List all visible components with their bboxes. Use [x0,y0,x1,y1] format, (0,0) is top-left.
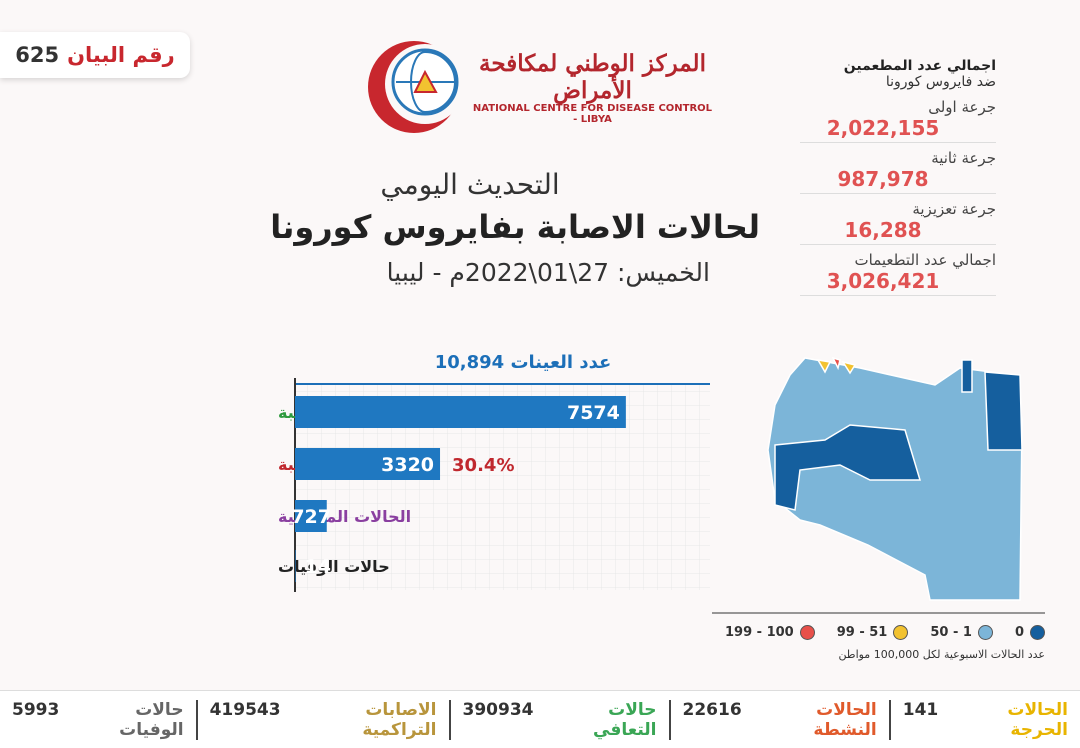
vaccination-value: 2,022,155 [800,116,996,143]
bar [295,500,327,532]
legend-items: 0 50 - 1 99 - 51 199 - 100 [700,625,1045,640]
logo-arabic: المركز الوطني لمكافحة الأمراض [479,50,706,104]
percent-label: 30.4% [452,455,514,476]
vaccination-title: اجمالي عدد المطعمين [843,58,996,74]
legend-item: 0 [1015,625,1045,640]
value-label: 727 [291,506,331,528]
legend-swatch [977,625,993,640]
vaccination-subtitle: ضد فايروس كورونا [885,74,996,90]
vaccination-panel: اجمالي عدد المطعمين ضد فايروس كورونا جرع… [800,58,996,296]
vaccination-label: اجمالي عدد التطعيمات [854,251,997,269]
footer-value: 390934 [462,699,534,720]
map-legend: 0 50 - 1 99 - 51 199 - 100 عدد الحالات الاس… [700,625,1045,661]
footer-stats: الحالات الحرجة 141 الحالات النشطة 22616 حالا… [0,690,1080,748]
legend-swatch [893,625,909,640]
header-date: الخميس: 27\01\2022م - ليبيا [386,258,710,287]
bar [295,396,626,428]
bar [295,448,441,480]
footer-item: الاصابات التراكمية 419543 [195,699,449,740]
legend-label: 50 - 1 [930,625,972,640]
vaccination-label: جرعة تعزيزية [912,200,996,218]
samples: عدد العينات 10,894 [418,352,628,373]
footer-label: حالات الوفيات [119,699,184,740]
footer-value: 22616 [682,699,742,720]
header-subtitle: لحالات الاصابة بفايروس كورونا [270,208,760,246]
bar-chart: الحالات السالبة7574الحالات الموجبة332030… [278,396,626,582]
legend-swatch [799,625,815,640]
value-label: 3320 [381,454,434,476]
footer-label: الاصابات التراكمية [362,699,437,740]
footer-label: الحالات النشطة [813,699,877,740]
logo-english: NATIONAL CENTRE FOR DISEASE CONTROL - LI… [472,103,713,125]
legend-label: 199 - 100 [724,625,794,640]
footer-item: الحالات النشطة 22616 [668,699,889,740]
legend-item: 99 - 51 [837,625,909,640]
samples-value: 10,894 [434,352,505,373]
legend-label: 99 - 51 [836,625,888,640]
vaccination-value: 987,978 [800,167,996,194]
legend-caption: عدد الحالات الاسبوعية لكل 100,000 مواطن [838,648,1045,661]
footer-label: حالات التعافي [593,699,657,740]
value-label: 14 [305,556,331,578]
header-title: التحديث اليومي [380,168,560,201]
vaccination-value: 16,288 [800,218,996,245]
statement-label: رقم البيان [67,43,175,67]
logo-emblem [368,41,465,133]
legend-item: 199 - 100 [725,625,815,640]
statement-badge: رقم البيان 625 [0,32,190,78]
footer-item: الحالات الحرجة 141 [888,699,1080,740]
vaccination-label: جرعة ثانية [931,149,996,167]
vaccination-label: جرعة اولى [928,98,996,116]
statement-number: 625 [15,43,60,67]
footer-value: 141 [902,699,939,720]
legend-item: 50 - 1 [930,625,993,640]
footer-value: 5993 [11,699,60,720]
samples-label: عدد العينات [510,352,612,373]
legend-swatch [1030,625,1045,640]
footer-label: الحالات الحرجة [1007,699,1068,740]
value-label: 7574 [567,402,620,424]
legend-label: 0 [1014,625,1024,640]
vaccination-value: 3,026,421 [800,269,996,296]
footer-item: حالات الوفيات 5993 [0,700,196,740]
libya-map [767,356,1023,601]
bar [295,550,296,582]
vaccination-list: جرعة اولى 2,022,155 جرعة ثانية 987,978 جرعة … [800,98,996,296]
footer-value: 419543 [209,699,281,720]
footer-item: حالات التعافي 390934 [448,699,669,740]
category-label: حالات الوفيات [278,557,390,576]
